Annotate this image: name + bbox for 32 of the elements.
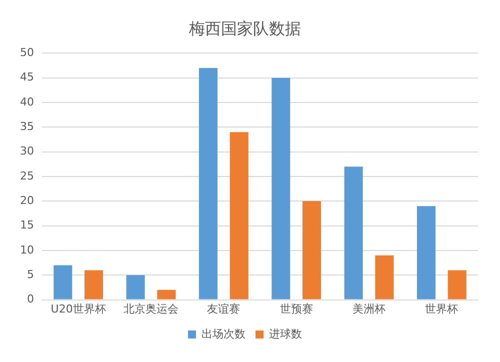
y-tick-label: 10 <box>20 243 34 256</box>
x-tick-label: 世预赛 <box>280 302 313 316</box>
bar <box>54 265 72 300</box>
y-tick-label: 15 <box>20 218 34 232</box>
bar <box>230 132 248 300</box>
bar <box>157 290 176 300</box>
legend-label: 出场次数 <box>202 327 246 340</box>
bar <box>126 275 145 300</box>
y-tick-label: 30 <box>20 144 34 158</box>
bar <box>416 206 436 300</box>
y-tick-label: 5 <box>26 268 34 281</box>
bar <box>272 78 290 300</box>
bar <box>344 166 363 300</box>
x-tick-label: 世界杯 <box>425 302 458 316</box>
bar <box>448 270 466 300</box>
y-tick-label: 0 <box>26 292 34 306</box>
bar <box>375 255 394 300</box>
x-tick-label: U20世界杯 <box>50 302 106 316</box>
chart-title: 梅西国家队数据 <box>188 18 301 38</box>
x-tick-label: 友谊赛 <box>207 302 240 316</box>
bar <box>198 68 218 300</box>
legend-label: 进球数 <box>269 327 302 340</box>
y-tick-label: 25 <box>20 169 34 182</box>
bar <box>84 270 104 300</box>
y-tick-label: 35 <box>20 120 34 134</box>
y-tick-label: 45 <box>20 70 34 84</box>
y-tick-label: 20 <box>20 194 34 208</box>
y-tick-label: 50 <box>20 46 34 60</box>
x-tick-label: 美洲杯 <box>352 302 386 316</box>
y-tick-label: 40 <box>20 95 34 108</box>
bar <box>302 201 322 300</box>
x-tick-label: 北京奥运会 <box>124 302 178 316</box>
